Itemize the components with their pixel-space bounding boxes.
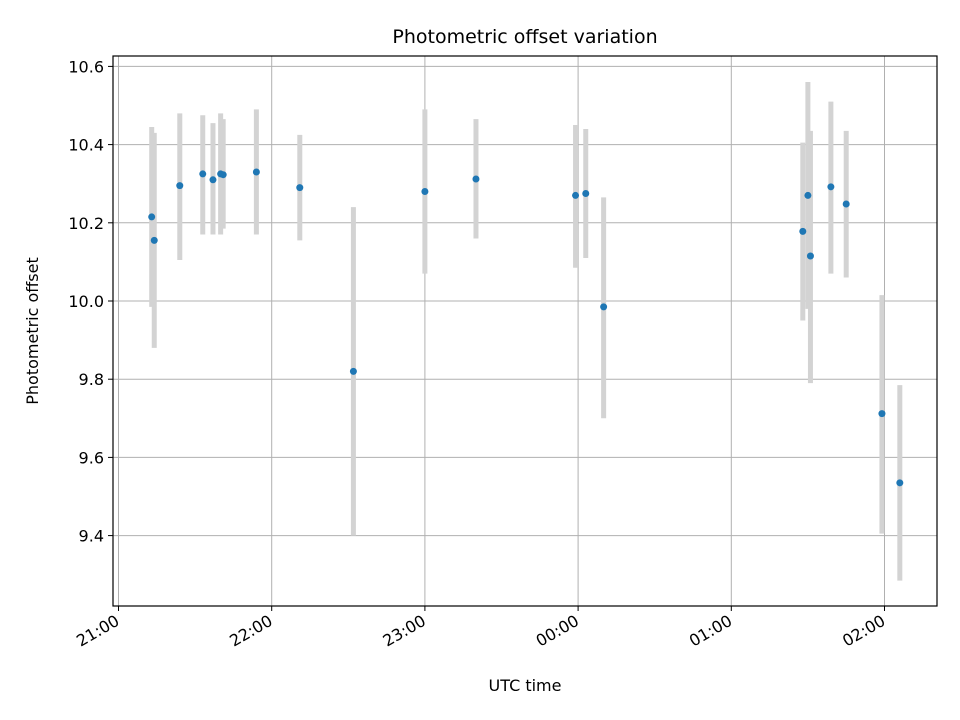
data-points: [148, 168, 904, 487]
chart-title: Photometric offset variation: [392, 26, 657, 48]
data-point: [842, 200, 850, 208]
data-point: [421, 188, 429, 196]
y-tick-label: 9.6: [79, 448, 104, 467]
data-point: [472, 175, 480, 183]
data-point: [572, 191, 580, 199]
data-point: [878, 410, 886, 418]
data-point: [799, 227, 807, 235]
data-point: [148, 213, 156, 221]
data-point: [600, 303, 608, 311]
data-point: [896, 479, 904, 487]
data-point: [349, 367, 357, 375]
data-point: [176, 182, 184, 190]
data-point: [804, 191, 812, 199]
data-point: [209, 176, 217, 184]
data-point: [219, 171, 227, 179]
y-axis-title: Photometric offset: [23, 257, 42, 405]
data-point: [199, 170, 207, 178]
y-tick-label: 10.6: [68, 57, 104, 76]
plot-frame: [112, 55, 938, 607]
x-axis-title: UTC time: [489, 676, 562, 695]
data-point: [252, 168, 260, 176]
data-point: [582, 189, 590, 197]
y-tick-label: 10.2: [68, 214, 104, 233]
y-tick-label: 10.0: [68, 292, 104, 311]
data-point: [827, 183, 835, 191]
y-axis-ticks: 9.4 9.6 9.8 10.0 10.2 10.4 10.6: [68, 57, 113, 546]
y-tick-label: 9.8: [79, 370, 104, 389]
y-tick-label: 10.4: [68, 136, 104, 155]
data-point: [296, 184, 304, 192]
grid: [113, 56, 937, 606]
data-point: [150, 236, 158, 244]
data-point: [806, 252, 814, 260]
y-tick-label: 9.4: [79, 527, 104, 546]
